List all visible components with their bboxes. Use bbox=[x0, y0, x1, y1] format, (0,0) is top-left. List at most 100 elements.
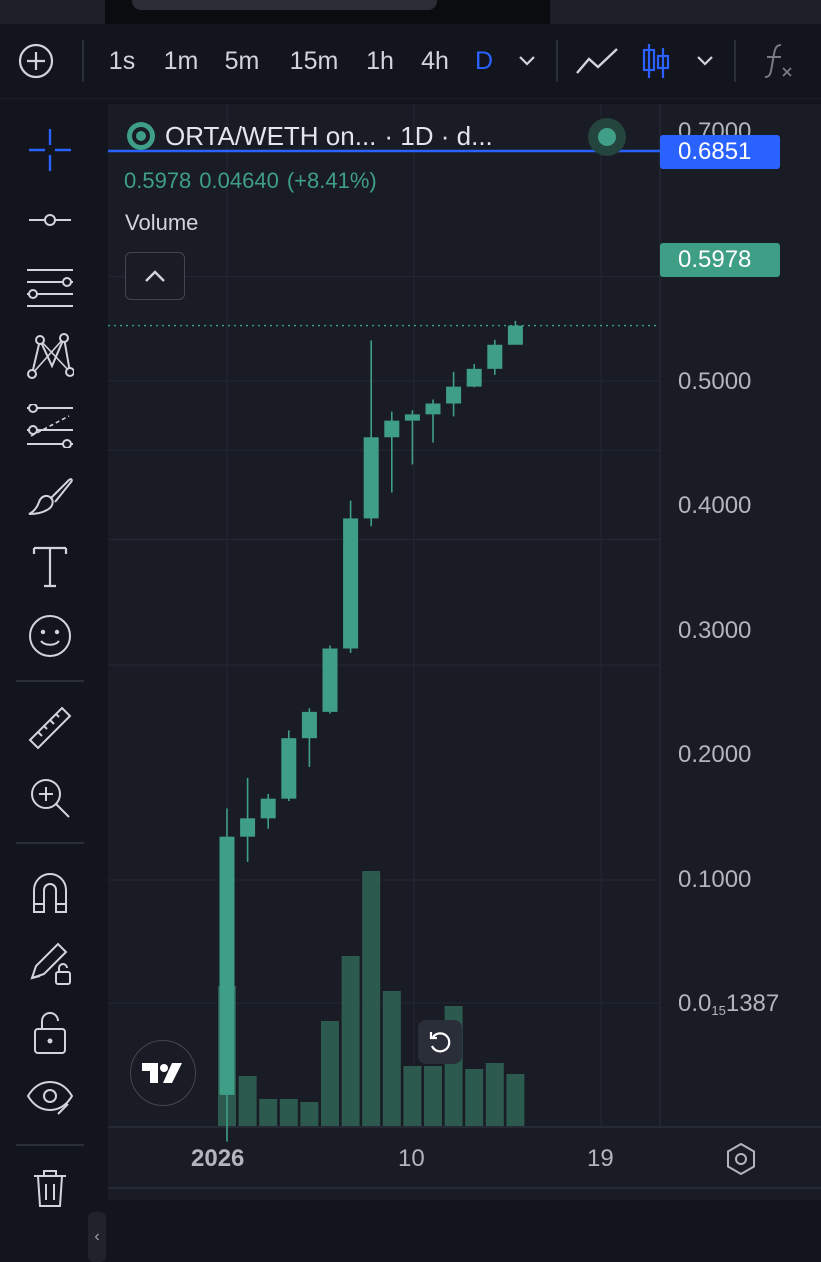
token-logo-icon bbox=[127, 122, 155, 150]
projection-icon bbox=[27, 404, 73, 448]
emoji-tool[interactable] bbox=[20, 610, 80, 662]
volume-bar bbox=[403, 1066, 422, 1126]
lock-all-tool[interactable] bbox=[20, 1006, 80, 1058]
legend-change-pct: (+8.41%) bbox=[286, 168, 377, 193]
smiley-icon bbox=[29, 615, 71, 657]
volume-bar bbox=[506, 1074, 525, 1126]
sidebar-divider bbox=[16, 680, 84, 682]
fib-lines-icon bbox=[27, 269, 73, 307]
measure-tool[interactable] bbox=[20, 702, 80, 754]
zoom-tool[interactable] bbox=[20, 772, 80, 824]
candle-body bbox=[404, 414, 420, 421]
collapse-sidebar-tab[interactable]: ‹ bbox=[88, 1212, 106, 1262]
volume-bar bbox=[465, 1069, 484, 1126]
volume-bar bbox=[362, 871, 381, 1126]
collapse-legend-button[interactable] bbox=[125, 252, 185, 300]
text-icon bbox=[32, 546, 68, 588]
interval-dropdown[interactable] bbox=[512, 24, 542, 98]
plus-circle-icon bbox=[18, 43, 54, 79]
fib-retracement-tool[interactable] bbox=[20, 262, 80, 314]
candle-body bbox=[446, 386, 462, 404]
volume-bar bbox=[424, 1066, 442, 1126]
settings-icon bbox=[727, 1142, 755, 1176]
horizontal-line-icon bbox=[29, 214, 71, 226]
magnet-tool[interactable] bbox=[20, 866, 80, 918]
eye-icon bbox=[26, 1080, 74, 1115]
chevron-down-icon bbox=[519, 56, 535, 66]
candle-body bbox=[219, 836, 235, 1095]
candle-body bbox=[425, 403, 441, 415]
price-axis-label-small: 0.0151387 bbox=[678, 990, 779, 1018]
interval-1m[interactable]: 1m bbox=[163, 46, 199, 75]
price-axis-label: 0.5000 bbox=[678, 368, 752, 395]
candle-body bbox=[301, 711, 317, 739]
pattern-icon bbox=[27, 333, 74, 379]
chevron-down-icon bbox=[697, 56, 713, 66]
candles-chart-button[interactable] bbox=[636, 24, 676, 98]
candle-body bbox=[343, 518, 359, 649]
interval-1h[interactable]: 1h bbox=[366, 46, 394, 75]
reset-icon bbox=[429, 1032, 451, 1053]
symbol-interval: · 1D · d... bbox=[384, 120, 493, 151]
price-chart[interactable] bbox=[108, 104, 821, 1200]
line-chart-icon bbox=[576, 48, 618, 74]
toolbar-divider bbox=[734, 40, 736, 82]
crosshair-tool[interactable] bbox=[20, 124, 80, 176]
price-axis-label: 0.3000 bbox=[678, 617, 752, 644]
volume-legend[interactable]: Volume bbox=[125, 210, 199, 235]
drawing-toolbar: ‹ bbox=[0, 104, 106, 1262]
price-axis-label: 0.1000 bbox=[678, 866, 752, 893]
interval-1s[interactable]: 1s bbox=[108, 46, 136, 75]
lock-drawings-tool[interactable] bbox=[20, 936, 80, 988]
volume-bar bbox=[279, 1099, 298, 1126]
volume-bar bbox=[485, 1063, 504, 1126]
last-price-tag: 0.5978 bbox=[660, 243, 780, 277]
top-strip-left bbox=[0, 0, 105, 24]
tradingview-logo-icon bbox=[142, 1063, 182, 1083]
legend-close: 0.5978 bbox=[124, 168, 192, 193]
candles-icon bbox=[642, 44, 670, 78]
small-label-prefix: 0.0 bbox=[678, 990, 712, 1017]
trend-line-tool[interactable] bbox=[20, 194, 80, 246]
volume-bar bbox=[341, 956, 360, 1126]
price-axis-label: 0.4000 bbox=[678, 492, 752, 519]
interval-4h[interactable]: 4h bbox=[421, 46, 449, 75]
chart-settings-button[interactable] bbox=[722, 1140, 760, 1178]
volume-bar bbox=[300, 1102, 319, 1126]
remove-drawings-tool[interactable] bbox=[20, 1162, 80, 1214]
volume-bar bbox=[382, 991, 401, 1126]
pencil-lock-icon bbox=[30, 942, 71, 985]
interval-5m[interactable]: 5m bbox=[224, 46, 260, 75]
unlock-icon bbox=[34, 1012, 66, 1054]
chart-pane[interactable] bbox=[108, 104, 821, 1200]
time-axis-label: 19 bbox=[587, 1145, 614, 1172]
text-tool[interactable] bbox=[20, 540, 80, 592]
sidebar-divider bbox=[16, 842, 84, 844]
interval-d[interactable]: D bbox=[474, 46, 494, 75]
candle-body bbox=[487, 344, 503, 369]
chevron-up-icon bbox=[145, 270, 165, 282]
toolbar-divider bbox=[82, 40, 84, 82]
pattern-tool[interactable] bbox=[20, 330, 80, 382]
candle-body bbox=[260, 798, 276, 819]
tradingview-logo[interactable] bbox=[130, 1040, 196, 1106]
sidebar-divider bbox=[16, 1144, 84, 1146]
legend-title[interactable]: ORTA/WETH on... · 1D · d... bbox=[125, 120, 493, 152]
candle-body bbox=[363, 437, 379, 519]
ruler-icon bbox=[28, 706, 72, 750]
volume-bar bbox=[321, 1021, 339, 1126]
add-symbol-button[interactable] bbox=[14, 24, 58, 98]
time-axis-label: 10 bbox=[398, 1145, 425, 1172]
market-status-indicator[interactable] bbox=[588, 118, 626, 156]
trash-icon bbox=[34, 1170, 66, 1207]
legend-values: 0.5978 0.04640 (+8.41%) bbox=[124, 168, 385, 194]
line-chart-button[interactable] bbox=[572, 24, 622, 98]
reset-chart-button[interactable] bbox=[418, 1020, 462, 1064]
hide-drawings-tool[interactable] bbox=[20, 1072, 80, 1124]
indicators-button[interactable] bbox=[756, 24, 800, 98]
forecast-tool[interactable] bbox=[20, 400, 80, 452]
chart-type-dropdown[interactable] bbox=[690, 24, 720, 98]
brush-tool[interactable] bbox=[20, 470, 80, 522]
interval-15m[interactable]: 15m bbox=[289, 46, 339, 75]
small-label-subscript: 15 bbox=[711, 1003, 726, 1018]
